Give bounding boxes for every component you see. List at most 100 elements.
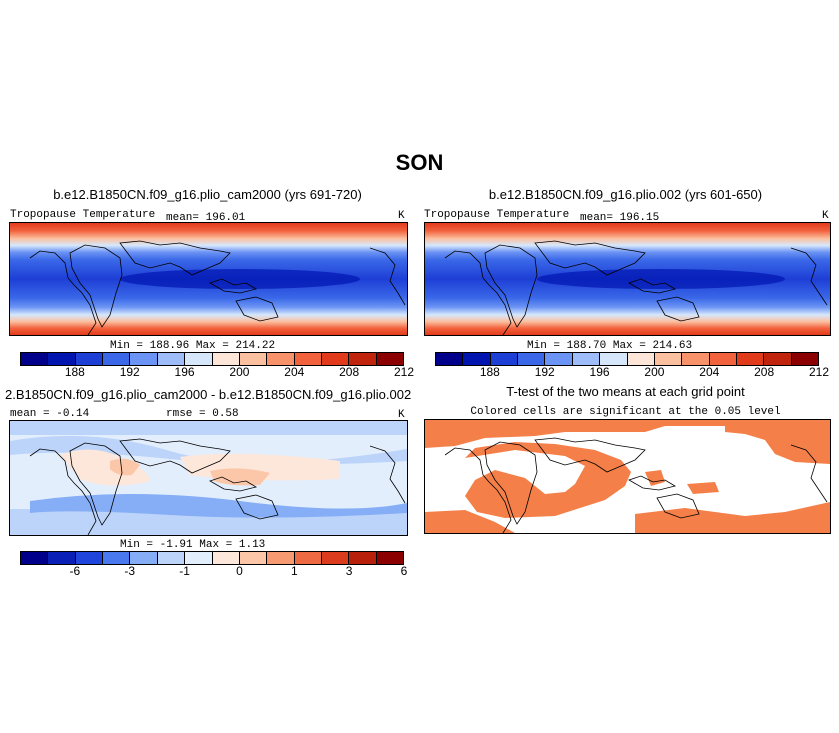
panel-c-colorbar [20,551,404,565]
colorbar-swatch [157,353,186,365]
colorbar-swatch [21,353,49,365]
panel-a-min-value: 188.96 [149,340,190,352]
colorbar-swatch [103,552,131,564]
colorbar-swatch [267,552,295,564]
colorbar-tick-label: 208 [339,365,360,379]
colorbar-swatch [267,353,295,365]
panel-b-max-label: Max = [612,340,646,352]
colorbar-swatch [103,353,131,365]
colorbar-swatch [764,353,792,365]
colorbar-swatch [518,353,546,365]
colorbar-tick-label: 196 [174,365,195,379]
panel-a-colorbar [20,352,404,366]
colorbar-tick-label: 208 [754,365,775,379]
colorbar-swatch [600,353,628,365]
colorbar-swatch [239,353,268,365]
colorbar-swatch [376,353,404,365]
panel-c-min-label: Min = [120,539,154,551]
panel-c-mean-label: mean = [10,408,50,420]
colorbar-swatch [654,353,683,365]
panel-a-map [9,222,408,336]
panel-a-min-label: Min = [110,340,144,352]
panel-c-title: 2.B1850CN.f09_g16.plio_cam2000 - b.e12.B… [5,387,412,402]
colorbar-swatch [436,353,464,365]
colorbar-tick-label: 1 [290,564,298,578]
panel-b-minmax: Min = 188.70 Max = 214.63 [527,340,692,352]
panel-c-rmse: rmse = 0.58 [166,408,239,420]
colorbar-tick-label: -3 [124,564,136,578]
colorbar-swatch [463,353,491,365]
panel-d-map [424,419,831,534]
colorbar-tick-label: 3 [345,564,353,578]
panel-c-max-label: Max = [199,539,233,551]
panel-c-min-value: -1.91 [159,539,193,551]
panel-c-rmse-label: rmse = [166,408,206,420]
colorbar-swatch [294,353,322,365]
colorbar-swatch [130,353,158,365]
colorbar-tick-label: 188 [479,365,500,379]
colorbar-tick-label: 200 [644,365,665,379]
colorbar-tick-label: 212 [393,365,415,379]
panel-b-map [424,222,831,336]
colorbar-tick-label: 0 [236,564,243,578]
panel-d-significant-cells [425,420,830,533]
colorbar-swatch [212,552,240,564]
colorbar-swatch [490,353,519,365]
colorbar-swatch [185,353,213,365]
panel-b-variable: Tropopause Temperature [424,209,570,221]
colorbar-swatch [321,353,350,365]
panel-b-unit: K [822,210,829,222]
panel-c-mean-value: -0.14 [56,408,90,420]
panel-b-min-value: 188.70 [566,340,607,352]
colorbar-swatch [627,353,655,365]
panel-c-map [9,420,408,536]
panel-a-unit: K [398,210,405,222]
panel-a-max-label: Max = [195,340,229,352]
colorbar-tick-label: 204 [699,365,720,379]
panel-b-mean-label: mean= [580,212,614,224]
colorbar-tick-label: 196 [589,365,610,379]
panel-c-rmse-value: 0.58 [212,408,239,420]
colorbar-tick-label: 188 [64,365,85,379]
panel-c-colorbar-ticks: -6 -3 -1 0 1 3 6 [20,564,408,580]
colorbar-tick-label: 6 [400,564,408,578]
panel-b-min-label: Min = [527,340,561,352]
panel-a-max-value: 214.22 [235,340,276,352]
colorbar-swatch [791,353,819,365]
colorbar-swatch [212,353,240,365]
colorbar-tick-label: -6 [69,564,81,578]
panel-b-colorbar [435,352,819,366]
colorbar-swatch [48,353,76,365]
colorbar-swatch [239,552,268,564]
colorbar-swatch [682,353,710,365]
panel-a-variable: Tropopause Temperature [10,209,156,221]
colorbar-swatch [709,353,737,365]
colorbar-swatch [130,552,158,564]
colorbar-tick-label: 204 [284,365,305,379]
colorbar-swatch [157,552,186,564]
panel-d-subtitle: Colored cells are significant at the 0.0… [470,406,781,418]
colorbar-tick-label: 192 [119,365,140,379]
colorbar-swatch [185,552,213,564]
colorbar-tick-label: 212 [808,365,830,379]
panel-a-mean-label: mean= [166,212,200,224]
panel-c-mean: mean = -0.14 [10,408,89,420]
panel-c-unit: K [398,409,405,421]
panel-a-mean-value: 196.01 [205,212,246,224]
colorbar-swatch [294,552,322,564]
figure-title: SON [395,150,444,175]
panel-c-max-value: 1.13 [238,539,266,551]
panel-d-title: T-test of the two means at each grid poi… [506,384,745,399]
colorbar-swatch [349,552,377,564]
colorbar-swatch [21,552,49,564]
colorbar-swatch [75,353,104,365]
panel-b-mean-value: 196.15 [619,212,660,224]
panel-a-colorbar-ticks: 188 192 196 200 204 208 212 [20,365,414,381]
colorbar-swatch [48,552,76,564]
panel-a-title: b.e12.B1850CN.f09_g16.plio_cam2000 (yrs … [53,187,362,202]
colorbar-swatch [572,353,601,365]
colorbar-tick-label: -1 [179,564,190,578]
colorbar-swatch [376,552,404,564]
panel-b-title: b.e12.B1850CN.f09_g16.plio.002 (yrs 601-… [488,187,763,202]
colorbar-tick-label: 192 [534,365,555,379]
